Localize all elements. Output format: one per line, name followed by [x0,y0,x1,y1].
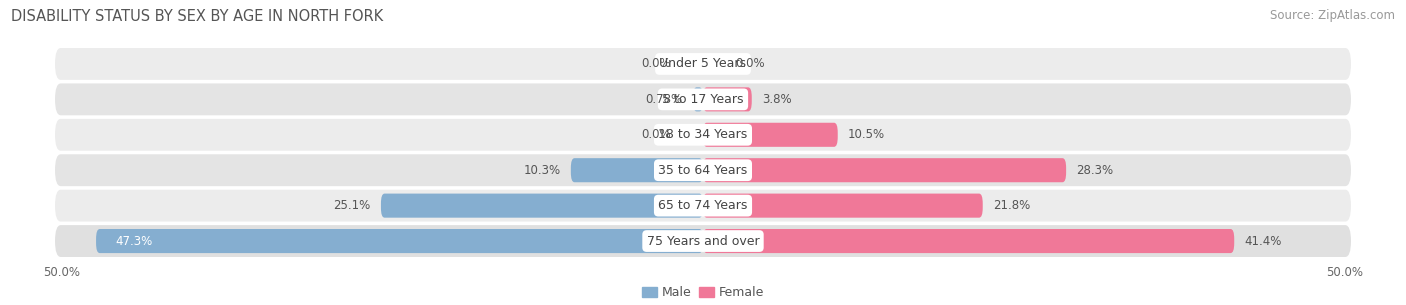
FancyBboxPatch shape [703,87,752,111]
Text: 25.1%: 25.1% [333,199,371,212]
FancyBboxPatch shape [55,84,1351,115]
FancyBboxPatch shape [571,158,703,182]
Text: 0.0%: 0.0% [641,128,671,141]
FancyBboxPatch shape [703,158,1066,182]
Text: 0.0%: 0.0% [735,57,765,70]
Text: 10.5%: 10.5% [848,128,886,141]
Text: Source: ZipAtlas.com: Source: ZipAtlas.com [1270,9,1395,22]
Text: 5 to 17 Years: 5 to 17 Years [662,93,744,106]
Text: 3.8%: 3.8% [762,93,792,106]
Text: 0.78%: 0.78% [645,93,683,106]
Text: 18 to 34 Years: 18 to 34 Years [658,128,748,141]
FancyBboxPatch shape [55,154,1351,186]
FancyBboxPatch shape [703,194,983,218]
Text: 35 to 64 Years: 35 to 64 Years [658,164,748,177]
Text: 47.3%: 47.3% [115,235,153,248]
Text: 0.0%: 0.0% [641,57,671,70]
FancyBboxPatch shape [55,190,1351,221]
FancyBboxPatch shape [55,48,1351,80]
FancyBboxPatch shape [55,119,1351,151]
Text: DISABILITY STATUS BY SEX BY AGE IN NORTH FORK: DISABILITY STATUS BY SEX BY AGE IN NORTH… [11,9,384,24]
Text: Under 5 Years: Under 5 Years [659,57,747,70]
Text: 10.3%: 10.3% [523,164,561,177]
Text: 65 to 74 Years: 65 to 74 Years [658,199,748,212]
Text: 41.4%: 41.4% [1244,235,1282,248]
FancyBboxPatch shape [96,229,703,253]
Text: 21.8%: 21.8% [993,199,1031,212]
Text: 75 Years and over: 75 Years and over [647,235,759,248]
FancyBboxPatch shape [703,229,1234,253]
Legend: Male, Female: Male, Female [637,281,769,304]
FancyBboxPatch shape [703,123,838,147]
Text: 28.3%: 28.3% [1077,164,1114,177]
FancyBboxPatch shape [381,194,703,218]
FancyBboxPatch shape [55,225,1351,257]
FancyBboxPatch shape [693,87,703,111]
